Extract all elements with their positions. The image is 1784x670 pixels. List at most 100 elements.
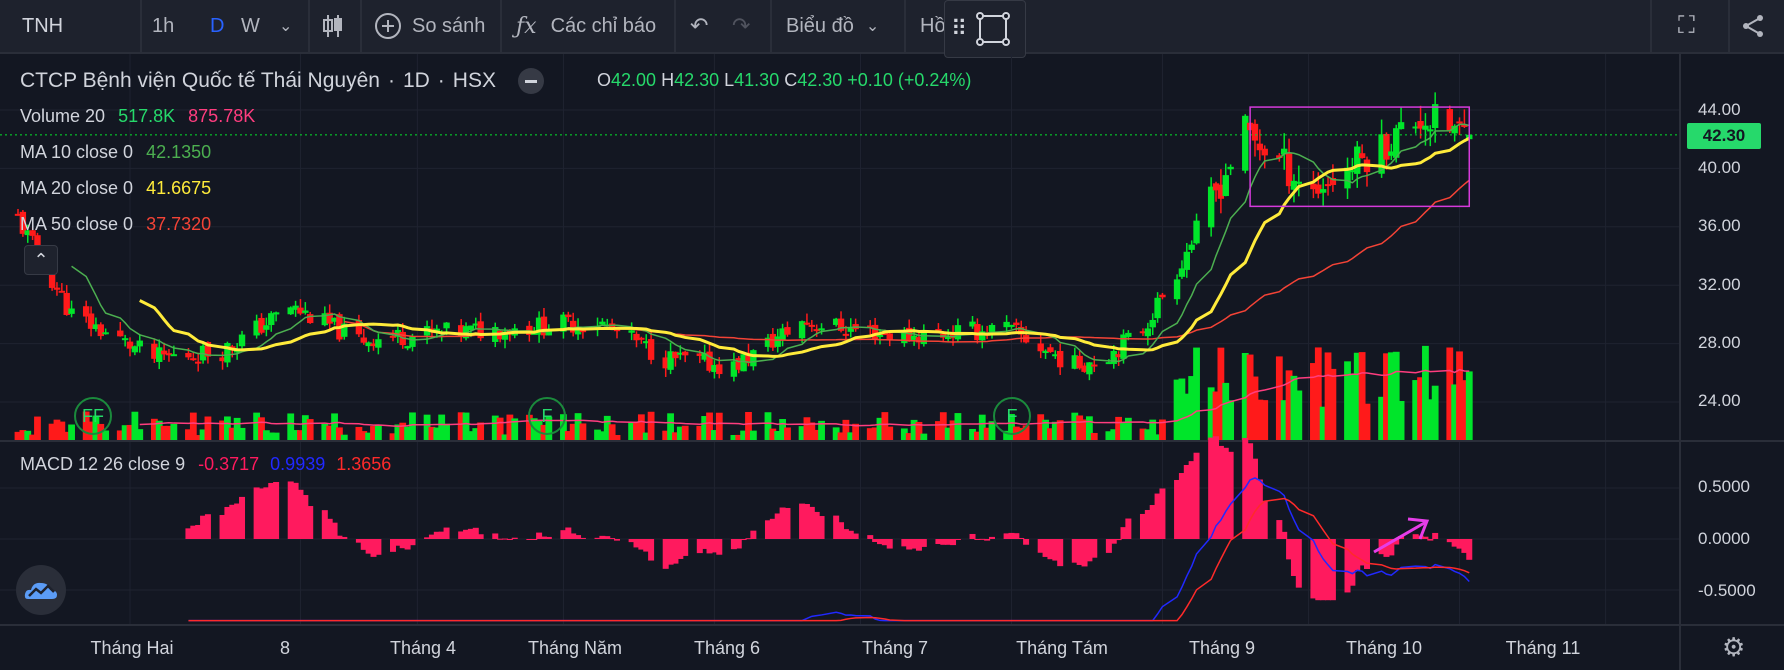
volume-bar — [321, 423, 329, 440]
fullscreen-button[interactable]: ⛶ — [1678, 0, 1695, 52]
macd-histogram-bar — [355, 539, 362, 543]
volume-bar — [1290, 375, 1298, 440]
macd-histogram-bar — [1290, 539, 1297, 577]
volume-bar — [68, 424, 75, 440]
candle-body — [389, 335, 397, 338]
volume-bar — [1446, 347, 1454, 440]
volume-bar — [467, 431, 475, 440]
volume-bar — [935, 421, 942, 440]
macd-histogram-bar — [847, 530, 854, 539]
macd-histogram-bar — [915, 539, 922, 551]
symbol-search-button[interactable]: TNH — [22, 0, 63, 52]
volume-bar — [1139, 428, 1147, 440]
macd-histogram-bar — [838, 522, 845, 539]
volume-bar — [1246, 354, 1254, 440]
candle-body — [1344, 167, 1351, 189]
toolbar-divider — [308, 0, 310, 52]
volume-bar — [1363, 403, 1371, 440]
candle-body — [1378, 134, 1385, 174]
chart-style-button[interactable] — [322, 0, 344, 52]
macd-histogram-bar — [1076, 539, 1083, 565]
volume-bar — [1173, 379, 1181, 440]
high-key: H — [661, 70, 675, 90]
macd-histogram-bar — [1227, 451, 1234, 539]
marker-label: FF — [82, 405, 104, 426]
time-axis-label: Tháng 9 — [1188, 638, 1256, 658]
truncated-menu-button[interactable]: Hồ — [920, 0, 946, 52]
macd-histogram-bar — [428, 534, 435, 539]
candle-body — [876, 334, 884, 337]
volume-bar — [939, 412, 947, 440]
macd-histogram-bar — [940, 539, 947, 545]
macd-histogram-bar — [1383, 539, 1390, 557]
undo-button[interactable]: ↶ — [690, 0, 708, 52]
candle-body — [92, 324, 100, 330]
rectangle-tool-icon[interactable] — [973, 9, 1013, 49]
volume-bar — [374, 424, 382, 440]
volume-bar — [564, 431, 572, 440]
volume-legend: Volume 20 517.8K 875.78K — [20, 106, 255, 127]
macd-histogram-bar — [696, 539, 703, 554]
interval-w-button[interactable]: W — [241, 0, 260, 52]
indicators-button[interactable]: ƒx Các chỉ báo — [516, 0, 656, 52]
macd-histogram-bar — [234, 503, 241, 539]
volume-bar — [711, 430, 718, 440]
macd-histogram-bar — [292, 482, 299, 539]
candle-body — [818, 328, 825, 331]
time-axis-label: 8 — [279, 638, 291, 658]
interval-1h-button[interactable]: 1h — [152, 0, 174, 52]
volume-bar — [185, 429, 192, 440]
macd-histogram-bar — [886, 539, 893, 549]
volume-bar — [813, 429, 821, 440]
interval-dropdown-button[interactable]: ⌄ — [279, 0, 292, 52]
macd-histogram-bar — [1451, 539, 1458, 547]
dividend-marker[interactable]: F — [528, 397, 566, 435]
compare-button[interactable]: So sánh — [374, 0, 485, 52]
interval-d-button[interactable]: D — [210, 0, 224, 52]
macd-histogram-bar — [735, 539, 742, 549]
macd-histogram-bar — [219, 514, 226, 539]
macd-histogram-bar — [1363, 539, 1370, 570]
macd-histogram-bar — [1042, 539, 1049, 557]
chart-type-button[interactable]: Biểu đồ ⌄ — [786, 0, 879, 52]
macd-histogram-bar — [1183, 464, 1190, 539]
volume-bar — [370, 426, 377, 440]
macd-histogram-bar — [638, 539, 645, 550]
dividend-marker[interactable]: FF — [74, 397, 112, 435]
dividend-marker[interactable]: F — [993, 397, 1031, 435]
collapse-legend-button[interactable] — [517, 68, 544, 94]
macd-histogram-bar — [370, 539, 377, 557]
collapse-indicators-button[interactable]: ⌃ — [24, 245, 58, 275]
volume-bar — [784, 427, 791, 440]
macd-histogram-bar — [911, 539, 918, 549]
floating-drawing-toolbar: ⠿ — [944, 0, 1026, 58]
candle-body — [696, 353, 703, 356]
share-button[interactable] — [1740, 0, 1766, 52]
candle-body — [268, 313, 275, 326]
macd-histogram-bar — [1388, 539, 1395, 556]
chart-canvas[interactable] — [0, 54, 1784, 670]
tradingview-logo[interactable] — [16, 565, 66, 615]
volume-bar — [1353, 352, 1361, 440]
candle-body — [574, 327, 582, 335]
drag-handle-icon[interactable]: ⠿ — [951, 16, 968, 41]
macd-histogram-bar — [901, 539, 908, 547]
candle-body — [360, 337, 367, 343]
time-axis-label: Tháng 7 — [861, 638, 929, 658]
macd-histogram-bar — [662, 539, 669, 569]
macd-histogram-bar — [389, 539, 396, 552]
gear-icon[interactable]: ⚙ — [1722, 632, 1746, 662]
volume-bar — [647, 411, 655, 440]
macd-histogram-bar — [984, 539, 991, 541]
macd-histogram-bar — [195, 524, 202, 539]
macd-histogram-bar — [745, 538, 752, 540]
volume-bar — [730, 435, 738, 440]
macd-histogram-bar — [730, 539, 737, 550]
macd-histogram-bar — [458, 531, 465, 539]
macd-histogram-bar — [1159, 488, 1166, 539]
candle-body — [160, 350, 168, 355]
volume-bar — [1319, 406, 1327, 440]
macd-histogram-bar — [1144, 510, 1151, 539]
redo-button[interactable]: ↷ — [732, 0, 750, 52]
